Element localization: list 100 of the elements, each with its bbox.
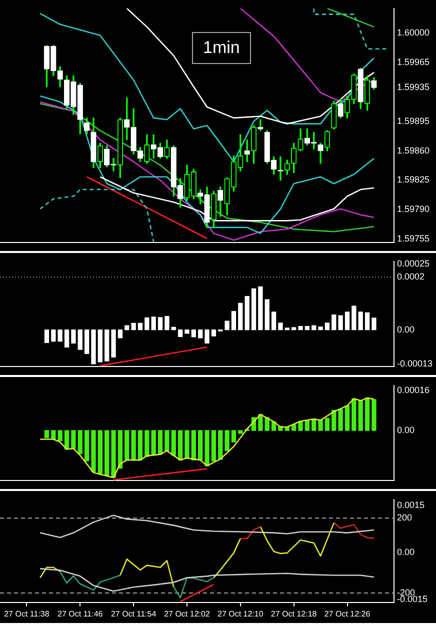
bar (284, 328, 290, 330)
bar (358, 312, 363, 330)
y-tick-label: -0.00013 (397, 358, 433, 368)
bar (344, 405, 350, 431)
bar (318, 420, 323, 431)
y-tick-label: 1.59825 (397, 174, 430, 185)
bar (71, 430, 76, 449)
x-tick-label: 27 Oct 12:02 (164, 609, 210, 618)
bar (44, 430, 50, 438)
y-tick-label: 1.59755 (397, 234, 430, 244)
bar (344, 312, 350, 330)
bar (171, 430, 176, 456)
bar (131, 322, 136, 330)
bar (131, 430, 136, 460)
bar (64, 430, 70, 450)
bar (138, 430, 143, 460)
bar (372, 318, 376, 330)
bar (98, 329, 102, 362)
bar (98, 430, 102, 474)
y2-tick-label: 0.0015 (397, 500, 425, 510)
bar (71, 329, 76, 344)
bar (258, 286, 263, 330)
y-tick-label: 1.59895 (397, 116, 430, 126)
x-tick-label: 27 Oct 11:46 (58, 609, 104, 618)
bar (231, 311, 236, 330)
bar (298, 326, 303, 330)
bar (184, 430, 190, 458)
bar (364, 312, 370, 330)
bar (178, 430, 183, 460)
bar (284, 427, 290, 431)
y-tick-label: 0.00016 (397, 384, 430, 395)
bar (211, 430, 216, 462)
bar (324, 322, 330, 330)
bar (191, 329, 196, 338)
x-tick-label: 27 Oct 12:10 (218, 609, 264, 618)
bar (58, 430, 62, 442)
bar (304, 420, 310, 431)
annotation: 1min (192, 32, 251, 64)
bar (91, 430, 96, 472)
bar (118, 430, 123, 469)
y-tick-label: 1.59860 (397, 145, 430, 156)
bar (164, 430, 170, 452)
x-tick-label: 27 Oct 11:54 (110, 609, 157, 618)
bar (304, 326, 310, 330)
y-tick-label: 1.59790 (397, 204, 430, 214)
bar (278, 322, 283, 330)
bar (204, 329, 210, 344)
bar (224, 430, 230, 452)
bar (238, 302, 243, 330)
y-tick-label: 1.59935 (397, 82, 430, 92)
y-tick-label: 0.00 (397, 324, 415, 334)
bar (64, 329, 70, 348)
bar (324, 418, 330, 431)
bar (164, 316, 170, 330)
bar (138, 322, 143, 330)
bar (78, 329, 82, 350)
y-tick-label: 1.59965 (397, 56, 430, 67)
y-tick-label: 200 (397, 512, 412, 523)
bar (271, 312, 276, 330)
bar (258, 414, 263, 431)
y-tick-label: 0.0002 (397, 272, 425, 282)
bar (292, 424, 296, 431)
bar (198, 329, 203, 338)
bar (312, 325, 316, 330)
bar (231, 430, 236, 442)
bar (198, 430, 203, 460)
bar (224, 320, 230, 330)
bar (111, 329, 116, 358)
bar (144, 317, 150, 330)
bar (158, 430, 163, 455)
x-tick-label: 27 Oct 12:26 (324, 609, 371, 618)
bar (364, 398, 370, 431)
bar (151, 430, 156, 456)
bar (111, 430, 116, 478)
bar (84, 430, 90, 462)
bar (78, 430, 82, 454)
bar (238, 430, 243, 434)
bar (318, 326, 323, 330)
bar (358, 400, 363, 431)
bar (158, 317, 163, 330)
bar (51, 329, 56, 342)
bar (338, 408, 343, 431)
bar (144, 430, 150, 457)
bar (332, 314, 336, 330)
bar (124, 325, 130, 330)
bar (118, 329, 123, 338)
bar (51, 430, 56, 440)
bar (338, 315, 343, 330)
bar (251, 288, 256, 330)
bar (352, 398, 356, 431)
bar (264, 299, 270, 330)
bar (84, 329, 90, 354)
bar (292, 327, 296, 330)
y-tick-label: 1.60000 (397, 27, 430, 38)
y-tick-label: 0.00 (397, 424, 415, 435)
bar (44, 329, 50, 343)
bar (218, 430, 223, 460)
bar (104, 329, 110, 362)
bar (191, 430, 196, 460)
y-tick-label: 0.00025 (397, 258, 430, 269)
